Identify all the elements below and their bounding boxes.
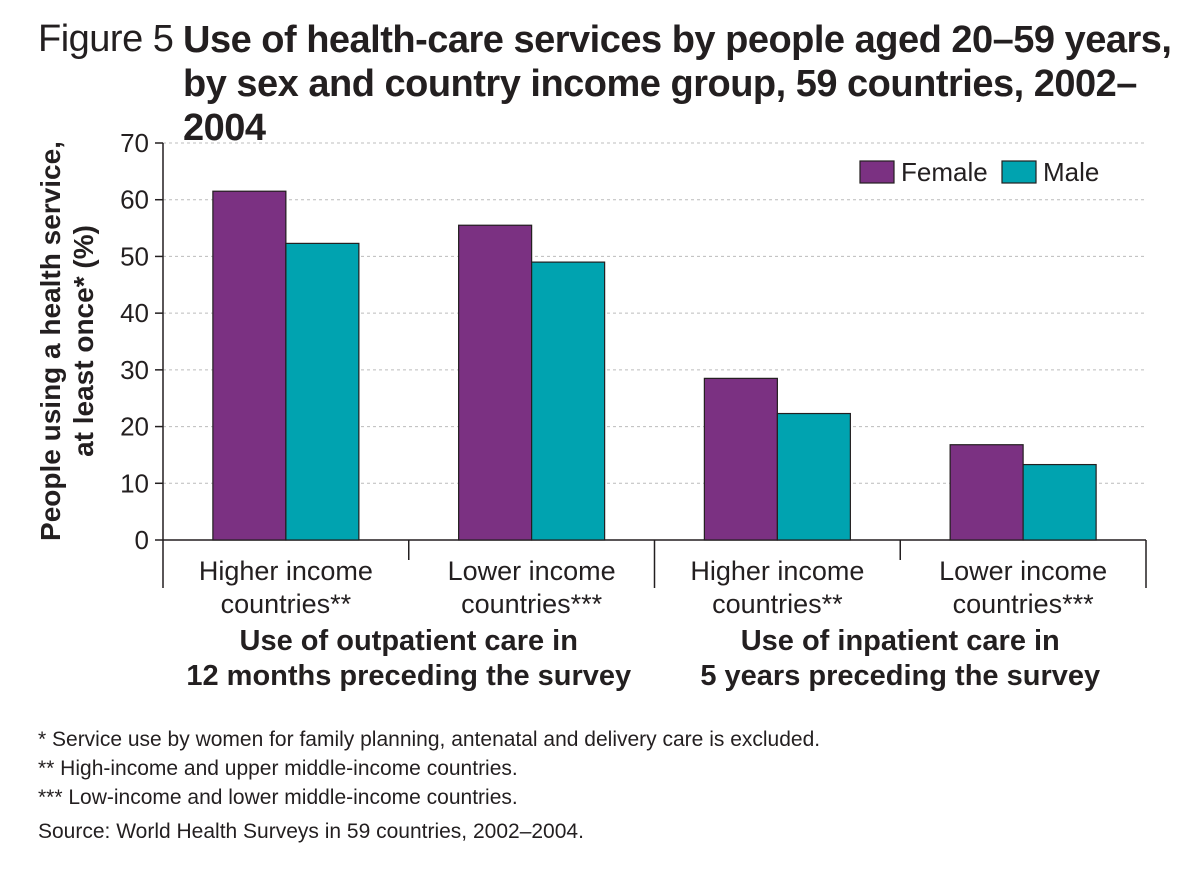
- figure-label: Figure 5: [38, 18, 174, 60]
- bar-female-2: [703, 377, 778, 541]
- y-tick-label: 30: [120, 355, 149, 385]
- legend-label-female: Female: [901, 157, 988, 187]
- bar-male-3: [1022, 463, 1097, 541]
- x-category-label: Higher income: [690, 556, 864, 586]
- footnote-3: *** Low-income and lower middle-income c…: [38, 786, 518, 809]
- y-tick-label: 60: [120, 185, 149, 215]
- figure-title: Use of health-care services by people ag…: [183, 18, 1183, 150]
- x-category-label: countries**: [712, 589, 843, 619]
- footnote-1: * Service use by women for family planni…: [38, 728, 821, 751]
- y-axis-label: People using a health service,: [35, 141, 66, 541]
- bar-male-2: [776, 412, 851, 541]
- x-category-label: countries***: [461, 589, 603, 619]
- y-tick-label: 20: [120, 412, 149, 442]
- y-tick-label: 40: [120, 298, 149, 328]
- legend-label-male: Male: [1043, 157, 1099, 187]
- bar-male-0: [285, 242, 360, 541]
- y-tick-label: 50: [120, 241, 149, 271]
- x-group-label: 12 months preceding the survey: [186, 660, 631, 692]
- footnotes: * Service use by women for family planni…: [38, 725, 820, 812]
- y-tick-label: 70: [120, 128, 149, 158]
- legend-swatch-female: [859, 160, 895, 184]
- legend-swatch-male: [1001, 160, 1037, 184]
- x-category-label: countries***: [953, 589, 1095, 619]
- source-note: Source: World Health Surveys in 59 count…: [38, 820, 584, 843]
- x-category-label: Lower income: [448, 556, 616, 586]
- figure-title-line-1: Use of health-care services by people ag…: [183, 19, 1172, 61]
- x-group-label: 5 years preceding the survey: [700, 660, 1100, 692]
- bar-female-0: [212, 190, 287, 541]
- figure-title-line-2: by sex and country income group, 59 coun…: [183, 63, 1137, 149]
- bar-female-1: [458, 224, 533, 541]
- y-tick-label: 10: [120, 468, 149, 498]
- x-category-label: countries**: [221, 589, 352, 619]
- y-axis-label: at least once* (%): [68, 225, 99, 457]
- y-tick-label: 0: [135, 525, 149, 555]
- bar-female-3: [949, 444, 1024, 541]
- x-group-label: Use of outpatient care in: [240, 625, 578, 657]
- x-category-label: Lower income: [939, 556, 1107, 586]
- x-category-label: Higher income: [199, 556, 373, 586]
- footnote-2: ** High-income and upper middle-income c…: [38, 757, 518, 780]
- x-group-label: Use of inpatient care in: [741, 625, 1060, 657]
- bar-male-1: [531, 261, 606, 541]
